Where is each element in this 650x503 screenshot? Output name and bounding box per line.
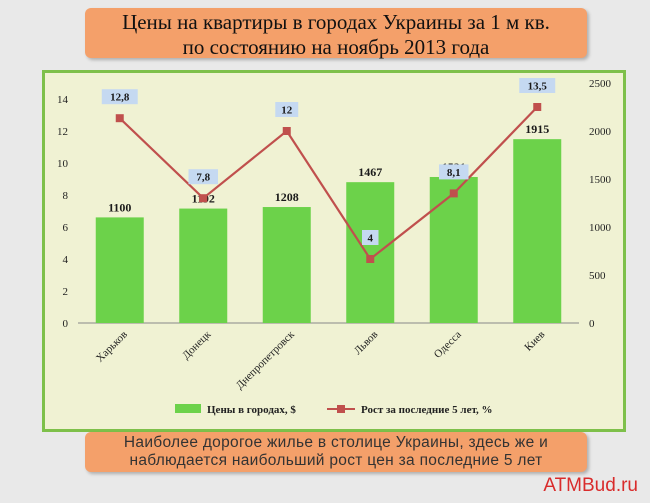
growth-data-label: 7,8 — [196, 172, 210, 184]
site-watermark: ATMBud.ru — [543, 475, 638, 496]
right-axis-tick-label: 1500 — [589, 174, 612, 186]
bar-price — [262, 207, 311, 323]
legend-swatch-bars — [175, 404, 201, 413]
right-axis-tick-label: 2500 — [589, 78, 612, 90]
growth-marker — [282, 127, 291, 135]
growth-data-label: 4 — [368, 233, 374, 245]
growth-label-box — [519, 78, 556, 93]
category-label: Харьков — [94, 329, 130, 365]
growth-label-box — [362, 230, 379, 245]
bar-data-label: 1915 — [525, 122, 549, 136]
legend-label-bars: Цены в городах, $ — [207, 404, 296, 416]
bar-data-label: 1467 — [358, 165, 382, 179]
chart-frame: 0246810121405001000150020002500110011921… — [42, 70, 626, 432]
growth-marker — [533, 103, 542, 111]
growth-marker — [366, 255, 375, 263]
conclusion-box: Наиболее дорогое жилье в столице Украины… — [85, 432, 587, 472]
category-label: Одесса — [432, 329, 464, 361]
left-axis-tick-label: 14 — [57, 94, 69, 106]
title-line-1: Цены на квартиры в городах Украины за 1 … — [122, 10, 550, 34]
growth-label-box — [275, 102, 299, 117]
growth-marker — [115, 114, 124, 123]
left-axis-tick-label: 4 — [63, 254, 69, 266]
growth-marker — [199, 194, 208, 203]
left-axis-tick-label: 12 — [57, 126, 68, 138]
category-label: Донецк — [180, 328, 214, 362]
growth-label-box — [101, 89, 138, 105]
legend-marker-line — [337, 405, 345, 413]
left-axis-tick-label: 2 — [63, 286, 69, 298]
growth-data-label: 12 — [281, 105, 293, 117]
title-line-2: по состоянию на ноябрь 2013 года — [182, 35, 490, 59]
right-axis-tick-label: 1000 — [589, 222, 612, 234]
conclusion-line-1: Наиболее дорогое жилье в столице Украины… — [123, 434, 549, 451]
bar-price — [95, 217, 144, 323]
bar-price — [346, 182, 395, 323]
chart-title: Цены на квартиры в городах Украины за 1 … — [85, 8, 587, 59]
growth-marker — [449, 189, 458, 198]
category-label: Киев — [522, 329, 547, 354]
category-label: Днепропетровск — [234, 328, 298, 392]
combo-chart: 0246810121405001000150020002500110011921… — [57, 78, 612, 416]
right-axis-tick-label: 0 — [589, 318, 595, 330]
growth-label-box — [188, 169, 218, 185]
left-axis-tick-label: 10 — [57, 158, 69, 170]
right-axis-tick-label: 500 — [589, 270, 606, 282]
bar-data-label: 1208 — [275, 190, 299, 204]
left-axis-tick-label: 8 — [63, 190, 69, 202]
category-label: Львов — [352, 329, 380, 357]
bar-data-label: 1100 — [108, 200, 131, 214]
growth-data-label: 12,8 — [110, 92, 130, 104]
growth-data-label: 8,1 — [447, 167, 461, 179]
legend-label-line: Рост за последние 5 лет, % — [361, 404, 493, 416]
right-axis-tick-label: 2000 — [589, 126, 612, 138]
left-axis-tick-label: 6 — [63, 222, 69, 234]
conclusion-line-2: наблюдается наибольший рост цен за после… — [129, 452, 543, 469]
growth-data-label: 13,5 — [528, 81, 548, 93]
bar-price — [179, 208, 228, 323]
left-axis-tick-label: 0 — [63, 318, 69, 330]
growth-label-box — [439, 164, 469, 180]
bar-price — [429, 176, 478, 323]
bar-price — [513, 139, 562, 323]
